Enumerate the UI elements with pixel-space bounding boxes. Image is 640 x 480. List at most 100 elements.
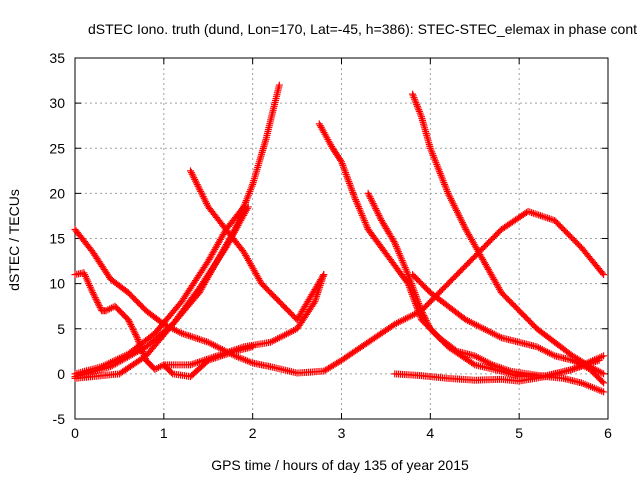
data-point [128,324,136,332]
data-point [127,321,135,329]
data-point [375,211,383,219]
data-point [600,370,608,378]
data-point [190,174,198,182]
data-point [454,210,462,218]
data-point [337,156,345,164]
data-point [447,196,455,204]
data-point [132,332,140,340]
x-tick-label: 4 [426,425,434,441]
grid [75,58,608,419]
data-point [187,169,195,177]
data-point [421,313,429,321]
data-point [364,189,372,197]
data-point [365,191,373,199]
data-point [449,200,457,208]
x-tick-label: 5 [515,425,523,441]
data-point [90,290,98,298]
data-point [371,203,379,211]
data-point [390,237,398,245]
data-point [598,378,606,386]
data-point [90,292,98,300]
data-point [95,302,103,310]
data-point [244,203,252,211]
data-point [367,194,375,202]
data-point [458,219,466,227]
data-point [201,196,209,204]
data-point [91,294,99,302]
data-point [203,199,211,207]
data-point [93,297,101,305]
data-point [457,215,465,223]
y-tick-label: 20 [49,185,65,201]
y-tick-label: 35 [49,50,65,66]
data-point [425,321,433,329]
data-point [366,193,374,201]
y-tick-label: 30 [49,95,65,111]
data-point [598,269,606,277]
data-point [418,308,426,316]
data-point [189,172,197,180]
data-point [196,186,204,194]
y-tick-label: 25 [49,140,65,156]
x-tick-label: 6 [604,425,612,441]
x-tick-label: 1 [160,425,168,441]
y-tick-label: -5 [53,411,66,427]
y-tick-label: 10 [49,276,65,292]
data-point [130,327,138,335]
data-point [370,201,378,209]
data-point [600,352,608,360]
y-tick-label: 5 [57,321,65,337]
series-12 [409,271,608,387]
series-6 [186,167,328,324]
x-tick-label: 3 [338,425,346,441]
data-point [421,315,429,323]
data-point [125,317,133,325]
data-point [192,179,200,187]
data-point [445,191,453,199]
data-point [367,196,375,204]
data-points [71,81,608,396]
data-point [243,205,251,213]
data-point [453,208,461,216]
data-point [186,167,194,175]
data-point [455,212,463,220]
data-point [197,189,205,197]
data-point [199,193,207,201]
y-tick-label: 15 [49,231,65,247]
data-point [167,369,175,377]
data-point [600,379,608,387]
data-point [372,205,380,213]
x-tick-label: 2 [249,425,257,441]
data-point [132,330,140,338]
data-point [456,213,464,221]
data-point [419,310,427,318]
plot-frame [74,57,609,420]
data-point [200,194,208,202]
data-point [320,271,328,279]
data-point [453,207,461,215]
data-point [444,189,452,197]
data-point [458,217,466,225]
data-point [202,198,210,206]
data-point [376,213,384,221]
data-point [446,193,454,201]
data-point [451,203,459,211]
y-axis-label: dSTEC / TECUs [6,189,22,291]
chart-title: dSTEC Iono. truth (dund, Lon=170, Lat=-4… [88,21,637,37]
data-point [193,181,201,189]
data-point [460,222,468,230]
data-point [124,316,132,324]
data-point [129,326,137,334]
series-7 [160,271,328,369]
data-point [92,295,100,303]
x-tick-label: 0 [71,425,79,441]
data-point [310,299,318,307]
data-point [195,184,203,192]
data-point [374,210,382,218]
data-point [423,318,431,326]
data-point [89,289,97,297]
data-point [126,319,134,327]
data-point [424,320,432,328]
